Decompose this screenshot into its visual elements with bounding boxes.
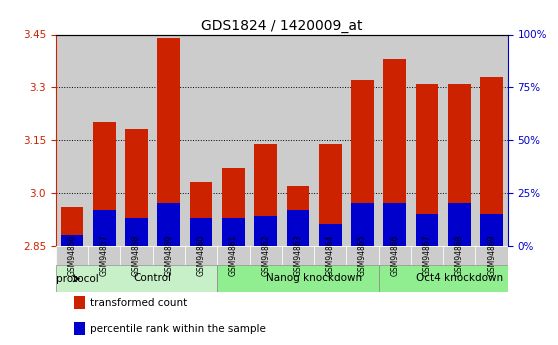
Bar: [314, 34, 347, 246]
FancyBboxPatch shape: [88, 246, 121, 265]
Text: Control: Control: [134, 273, 172, 283]
Text: GSM94856: GSM94856: [68, 235, 76, 276]
FancyBboxPatch shape: [475, 246, 508, 265]
Bar: [190, 218, 213, 246]
Text: GSM94869: GSM94869: [487, 235, 496, 276]
FancyBboxPatch shape: [379, 265, 508, 292]
Bar: [319, 144, 341, 246]
Text: transformed count: transformed count: [90, 298, 187, 308]
Bar: [125, 218, 148, 246]
Bar: [383, 204, 406, 246]
Bar: [347, 34, 379, 246]
FancyBboxPatch shape: [347, 246, 379, 265]
Text: GSM94863: GSM94863: [294, 235, 302, 276]
Bar: [282, 34, 314, 246]
Bar: [157, 38, 180, 246]
Bar: [319, 225, 341, 246]
Text: GSM94865: GSM94865: [358, 235, 367, 276]
Bar: [351, 80, 374, 246]
FancyBboxPatch shape: [121, 246, 153, 265]
FancyBboxPatch shape: [282, 246, 314, 265]
Bar: [190, 182, 213, 246]
Bar: [416, 84, 439, 246]
Bar: [93, 210, 116, 246]
Bar: [61, 235, 83, 246]
Bar: [254, 216, 277, 246]
Bar: [287, 210, 309, 246]
Bar: [157, 204, 180, 246]
Bar: [153, 34, 185, 246]
Bar: [448, 84, 470, 246]
Bar: [254, 144, 277, 246]
Bar: [88, 34, 121, 246]
Bar: [217, 34, 249, 246]
Text: GSM94860: GSM94860: [196, 235, 205, 276]
Text: GSM94868: GSM94868: [455, 235, 464, 276]
FancyBboxPatch shape: [249, 246, 282, 265]
Bar: [249, 34, 282, 246]
Bar: [443, 34, 475, 246]
Text: Oct4 knockdown: Oct4 knockdown: [416, 273, 503, 283]
FancyBboxPatch shape: [56, 265, 217, 292]
Text: percentile rank within the sample: percentile rank within the sample: [90, 324, 266, 334]
FancyBboxPatch shape: [379, 246, 411, 265]
Bar: [74, 296, 85, 309]
FancyBboxPatch shape: [411, 246, 443, 265]
FancyBboxPatch shape: [217, 265, 379, 292]
Bar: [416, 214, 439, 246]
Bar: [74, 322, 85, 335]
Bar: [222, 218, 244, 246]
FancyBboxPatch shape: [153, 246, 185, 265]
FancyBboxPatch shape: [314, 246, 347, 265]
Bar: [448, 204, 470, 246]
Text: GSM94866: GSM94866: [390, 235, 400, 276]
Bar: [411, 34, 443, 246]
Bar: [475, 34, 508, 246]
Bar: [185, 34, 217, 246]
Text: GSM94857: GSM94857: [100, 235, 109, 276]
Bar: [121, 34, 153, 246]
Title: GDS1824 / 1420009_at: GDS1824 / 1420009_at: [201, 19, 363, 33]
Bar: [383, 59, 406, 246]
Text: GSM94861: GSM94861: [229, 235, 238, 276]
FancyBboxPatch shape: [185, 246, 217, 265]
FancyBboxPatch shape: [56, 246, 88, 265]
FancyBboxPatch shape: [443, 246, 475, 265]
Bar: [287, 186, 309, 246]
Bar: [351, 204, 374, 246]
Bar: [61, 207, 83, 246]
Text: GSM94867: GSM94867: [422, 235, 431, 276]
FancyBboxPatch shape: [217, 246, 249, 265]
Bar: [379, 34, 411, 246]
Text: protocol: protocol: [56, 274, 99, 284]
Bar: [480, 77, 503, 246]
Bar: [480, 214, 503, 246]
Bar: [93, 122, 116, 246]
Text: GSM94864: GSM94864: [326, 235, 335, 276]
Bar: [222, 168, 244, 246]
Text: GSM94862: GSM94862: [261, 235, 270, 276]
Text: GSM94858: GSM94858: [132, 235, 141, 276]
Text: GSM94859: GSM94859: [164, 235, 174, 276]
Text: Nanog knockdown: Nanog knockdown: [266, 273, 362, 283]
Bar: [125, 129, 148, 246]
Bar: [56, 34, 88, 246]
